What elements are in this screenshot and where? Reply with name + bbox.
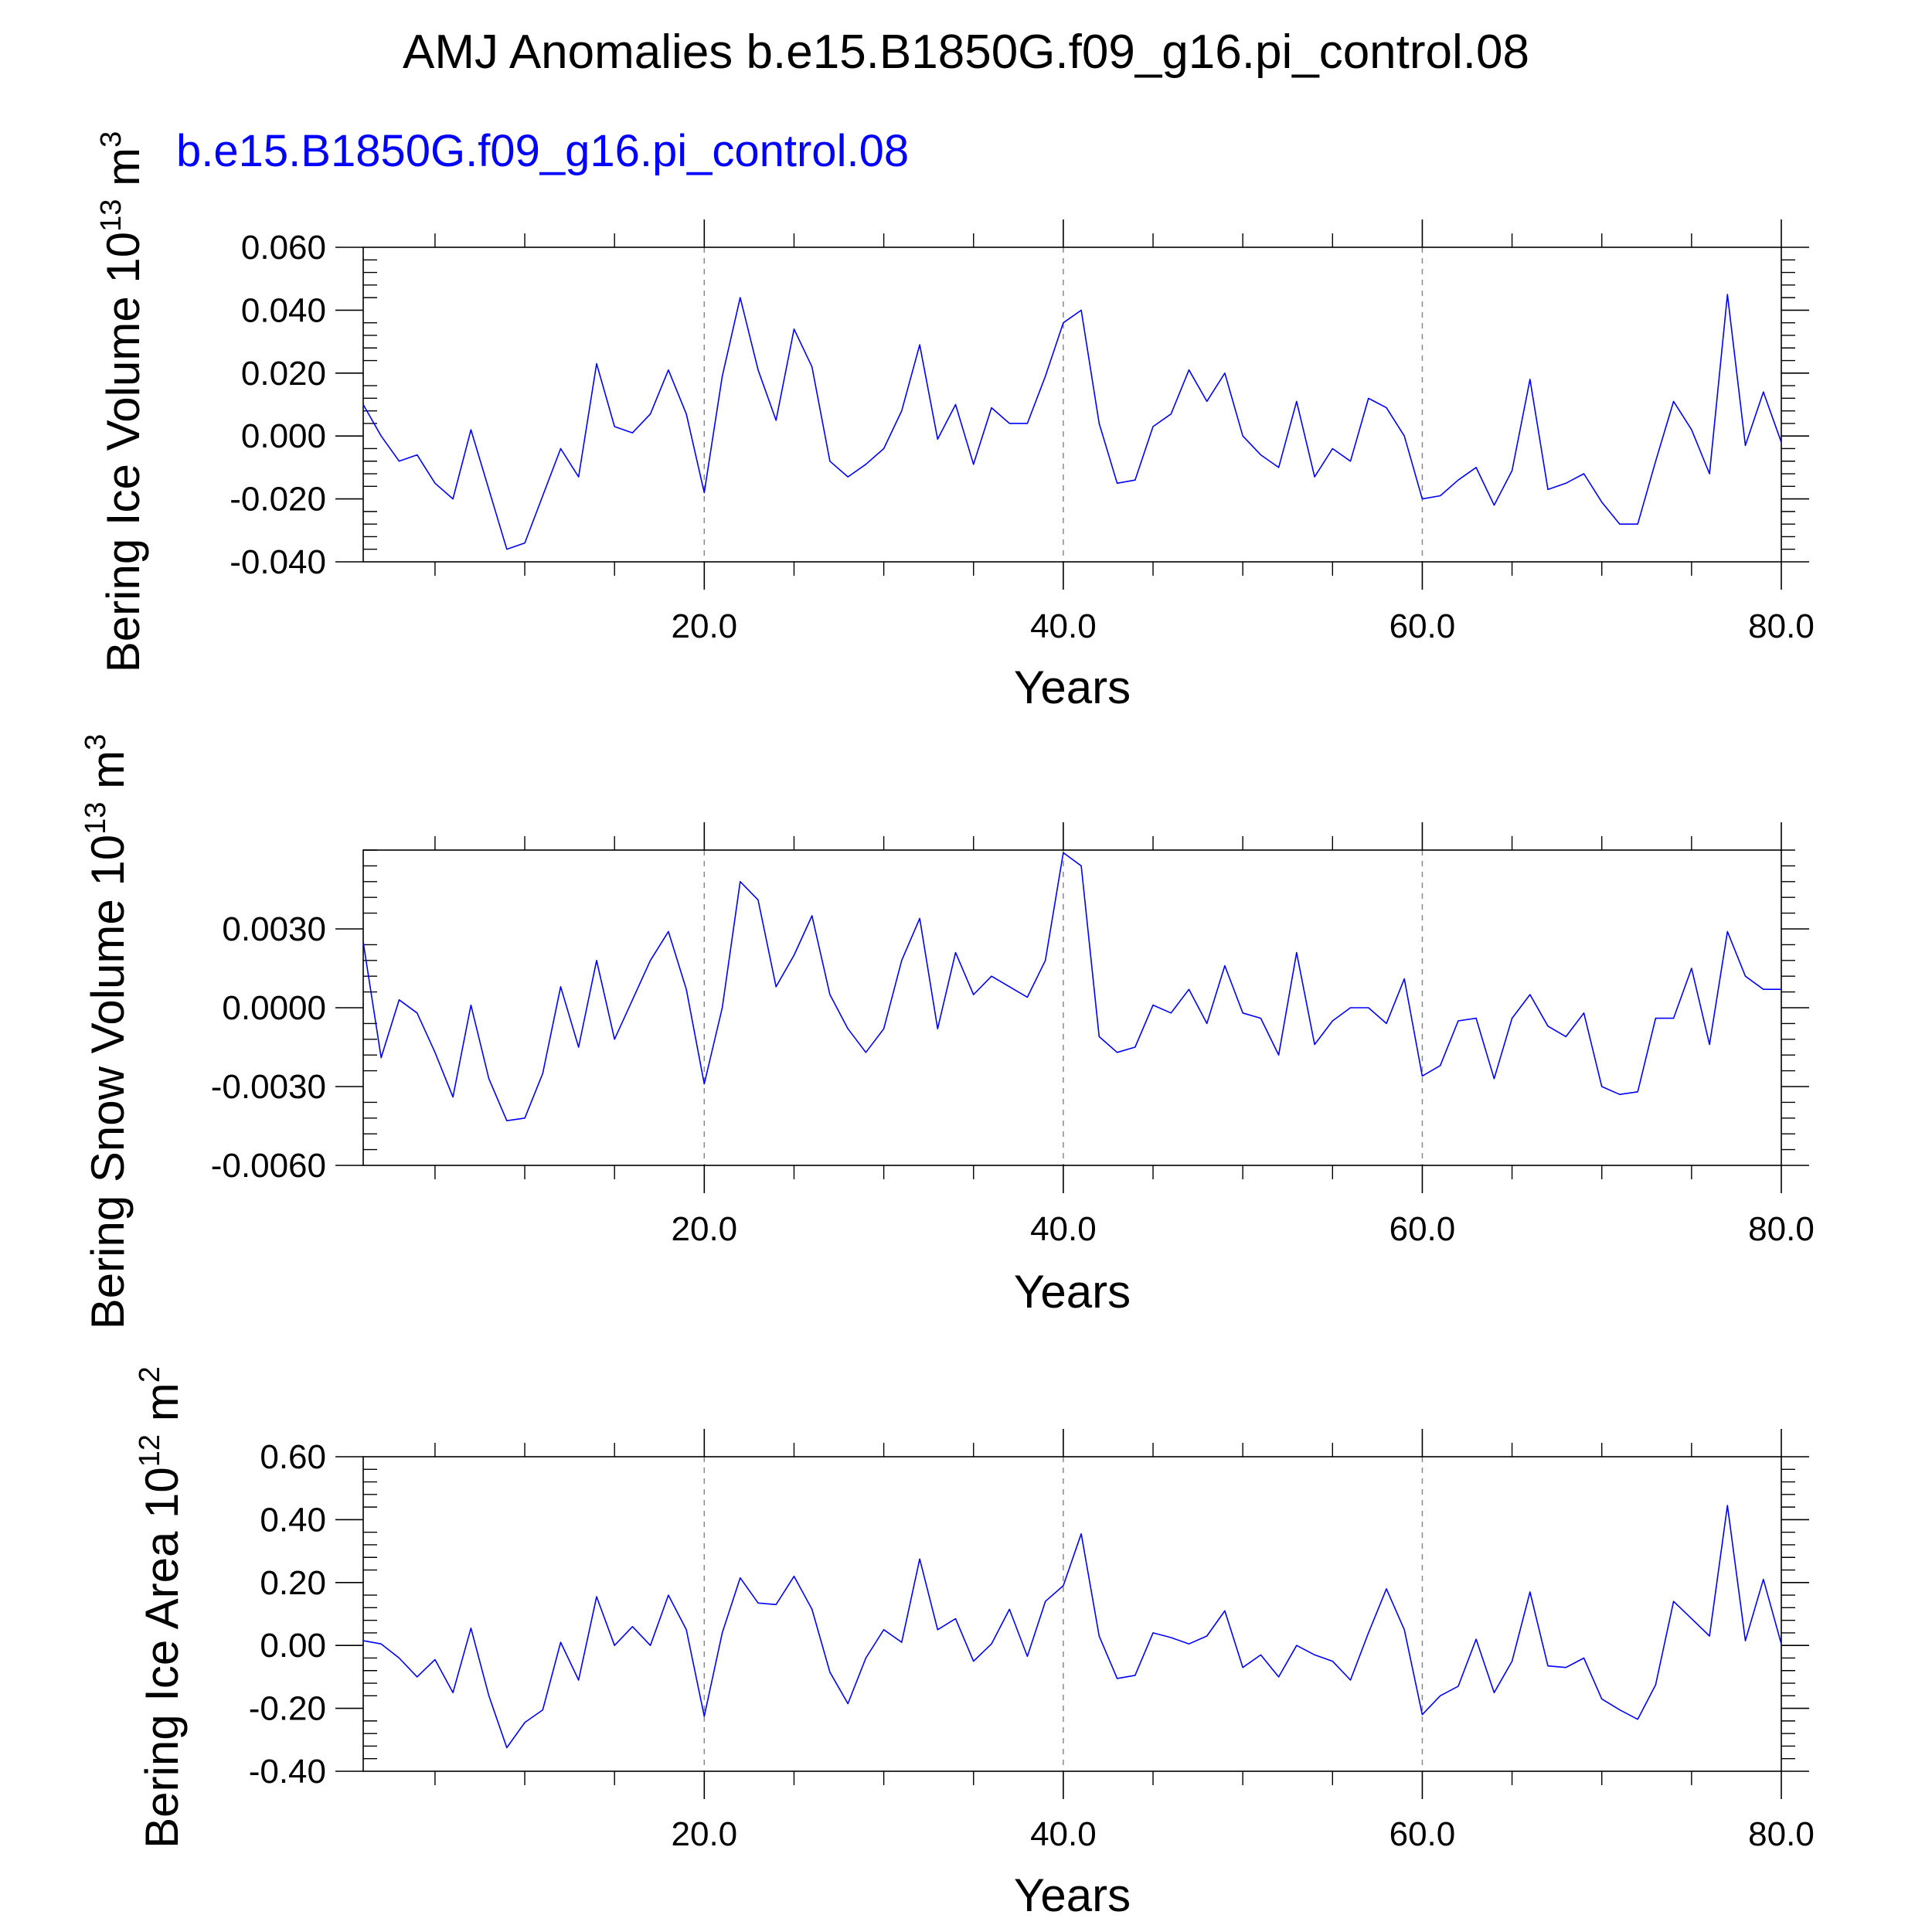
y-axis-label-unit: m	[136, 1383, 188, 1434]
y-axis-label-text: Bering Ice Volume 10	[97, 232, 149, 672]
y-axis-label-exponent: 12	[134, 1434, 166, 1467]
y-axis-label-unit: m	[82, 750, 134, 802]
y-tick-label: 0.0000	[222, 989, 326, 1027]
series-line	[362, 294, 1782, 550]
y-tick-label: 0.40	[260, 1501, 326, 1539]
x-tick-label: 20.0	[672, 1815, 738, 1853]
y-tick-label: -0.040	[230, 543, 326, 581]
y-axis-label-unit: m	[97, 148, 149, 199]
x-tick-label: 40.0	[1030, 1815, 1097, 1853]
panel-3: 20.0 40.0 60.0 80.0 -0.40 -0.20 0.00 0.20 0.40 0.…	[134, 1366, 1815, 1921]
series-line	[362, 1505, 1782, 1749]
y-axis-label-unit-exponent: 3	[95, 131, 128, 148]
y-axis-label: Bering Ice Area 1012 m2	[134, 1366, 188, 1849]
y-tick-label: 0.20	[260, 1564, 326, 1602]
y-tick-label: 0.040	[241, 291, 326, 329]
panel-1: 20.0 40.0 60.0 80.0 -0.040 -0.020 0.000 0.020 0.…	[95, 131, 1815, 713]
x-tick-label: 40.0	[1030, 1210, 1097, 1248]
chart-title: AMJ Anomalies b.e15.B1850G.f09_g16.pi_co…	[403, 26, 1529, 79]
y-axis-label: Bering Ice Volume 1013 m3	[95, 131, 149, 672]
x-axis-label: Years	[1014, 1869, 1131, 1921]
y-axis-label: Bering Snow Volume 1013 m3	[80, 734, 134, 1329]
y-tick-label: 0.60	[260, 1438, 326, 1476]
y-tick-label: -0.0060	[211, 1147, 326, 1185]
x-tick-label: 60.0	[1389, 1210, 1456, 1248]
panel-2: 20.0 40.0 60.0 80.0 -0.0060 -0.0030 0.0000 0.00…	[80, 734, 1815, 1329]
y-tick-label: 0.020	[241, 355, 326, 393]
y-axis-label-text: Bering Snow Volume 10	[82, 835, 134, 1329]
y-tick-label: -0.020	[230, 481, 326, 519]
y-tick-label: -0.20	[249, 1690, 326, 1728]
x-tick-label: 40.0	[1030, 607, 1097, 645]
y-axis-label-unit-exponent: 3	[80, 734, 112, 750]
y-tick-label: -0.40	[249, 1753, 326, 1791]
y-axis-label-exponent: 13	[80, 802, 112, 835]
x-tick-label: 80.0	[1748, 1210, 1815, 1248]
y-tick-label: -0.0030	[211, 1068, 326, 1106]
x-axis-label: Years	[1014, 1266, 1131, 1318]
y-tick-label: 0.00	[260, 1627, 326, 1665]
x-tick-label: 80.0	[1748, 607, 1815, 645]
y-axis-label-unit-exponent: 2	[134, 1366, 166, 1383]
panels: 20.0 40.0 60.0 80.0 -0.040 -0.020 0.000 0.020 0.…	[80, 131, 1815, 1921]
y-axis-label-exponent: 13	[95, 199, 128, 232]
y-axis-label-text: Bering Ice Area 10	[136, 1467, 188, 1849]
plot-frame	[362, 1456, 1782, 1772]
y-tick-label: 0.0030	[222, 910, 326, 948]
chart-subtitle: b.e15.B1850G.f09_g16.pi_control.08	[176, 126, 909, 176]
x-tick-label: 60.0	[1389, 607, 1456, 645]
y-tick-label: 0.000	[241, 417, 326, 455]
y-tick-label: 0.060	[241, 229, 326, 267]
series-line	[362, 852, 1781, 1121]
x-tick-label: 20.0	[672, 607, 738, 645]
x-axis-label: Years	[1014, 662, 1131, 713]
x-tick-label: 20.0	[672, 1210, 738, 1248]
x-tick-label: 60.0	[1389, 1815, 1456, 1853]
x-tick-label: 80.0	[1748, 1815, 1815, 1853]
